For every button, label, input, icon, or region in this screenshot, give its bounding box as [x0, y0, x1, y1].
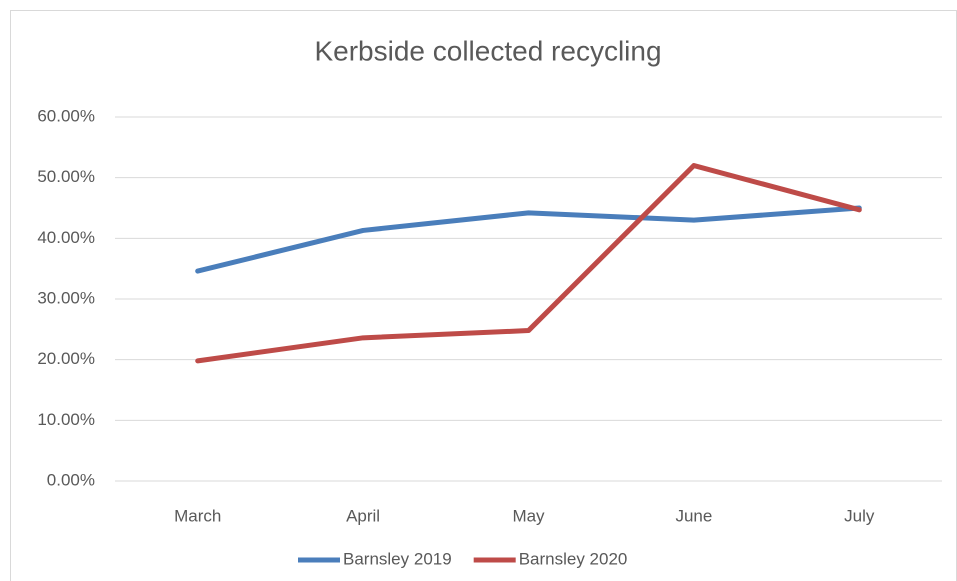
x-tick-label: April	[346, 506, 380, 525]
y-tick-label: 20.00%	[37, 349, 95, 368]
chart-title: Kerbside collected recycling	[314, 35, 661, 66]
y-tick-label: 50.00%	[37, 167, 95, 186]
y-tick-label: 40.00%	[37, 228, 95, 247]
x-tick-label: June	[675, 506, 712, 525]
x-tick-label: July	[844, 506, 875, 525]
legend-label: Barnsley 2019	[343, 549, 452, 568]
series-line	[195, 205, 862, 274]
y-tick-label: 10.00%	[37, 410, 95, 429]
y-tick-label: 60.00%	[37, 106, 95, 125]
x-tick-label: March	[174, 506, 221, 525]
legend-label: Barnsley 2020	[519, 549, 628, 568]
series-line	[195, 163, 862, 364]
x-tick-label: May	[512, 506, 545, 525]
y-tick-label: 0.00%	[47, 470, 95, 489]
chart-frame	[10, 10, 957, 581]
y-tick-label: 30.00%	[37, 288, 95, 307]
